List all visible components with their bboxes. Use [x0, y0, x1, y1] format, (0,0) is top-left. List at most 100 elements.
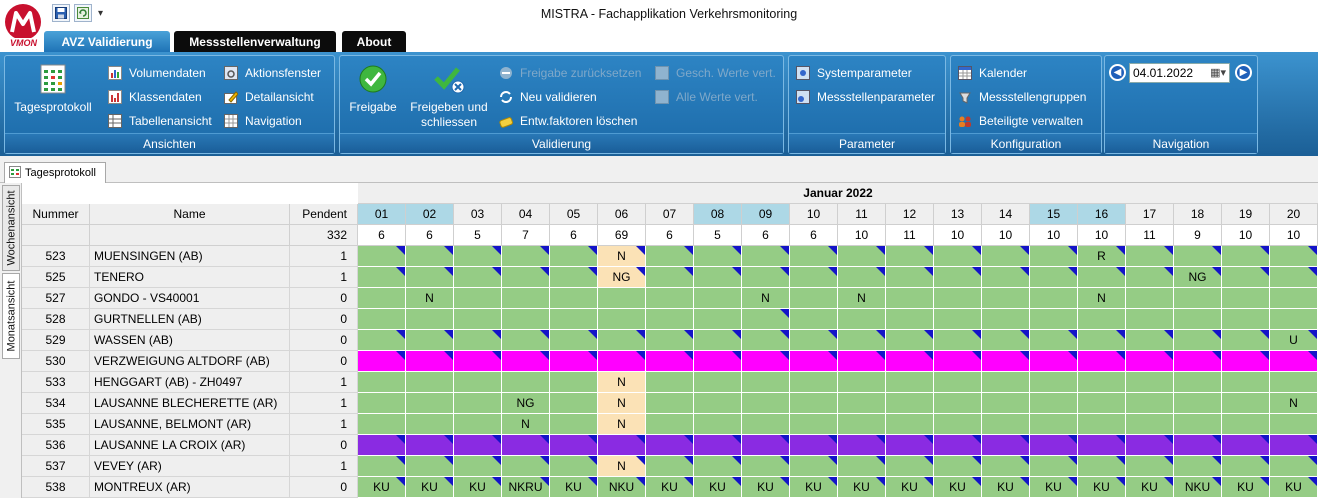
- day-cell[interactable]: [790, 351, 838, 372]
- day-cell[interactable]: [646, 456, 694, 477]
- day-cell[interactable]: [886, 288, 934, 309]
- day-cell[interactable]: [1030, 288, 1078, 309]
- day-cell[interactable]: [694, 372, 742, 393]
- day-cell[interactable]: [598, 351, 646, 372]
- day-cell[interactable]: [934, 288, 982, 309]
- side-tab-monatsansicht[interactable]: Monatsansicht: [2, 273, 20, 359]
- day-cell[interactable]: [934, 393, 982, 414]
- day-cell[interactable]: [790, 330, 838, 351]
- day-cell[interactable]: [598, 330, 646, 351]
- day-cell[interactable]: [502, 372, 550, 393]
- day-cell[interactable]: [1126, 330, 1174, 351]
- day-cell[interactable]: [1078, 351, 1126, 372]
- day-cell[interactable]: [790, 414, 838, 435]
- day-cell[interactable]: [502, 309, 550, 330]
- day-cell[interactable]: [502, 456, 550, 477]
- day-cell[interactable]: [358, 309, 406, 330]
- row-nummer[interactable]: 530: [22, 351, 90, 372]
- day-cell[interactable]: [406, 456, 454, 477]
- day-cell[interactable]: [1222, 372, 1270, 393]
- day-cell[interactable]: [742, 414, 790, 435]
- day-cell[interactable]: [406, 414, 454, 435]
- day-cell[interactable]: [1078, 435, 1126, 456]
- day-header-01[interactable]: 01: [358, 204, 406, 225]
- day-cell[interactable]: [406, 267, 454, 288]
- day-cell[interactable]: N: [1270, 393, 1318, 414]
- alle-werte-vert-button[interactable]: Alle Werte vert.: [654, 89, 758, 105]
- day-cell[interactable]: [934, 267, 982, 288]
- day-cell[interactable]: N: [838, 288, 886, 309]
- day-cell[interactable]: [1078, 267, 1126, 288]
- day-header-02[interactable]: 02: [406, 204, 454, 225]
- day-cell[interactable]: [1126, 351, 1174, 372]
- day-cell[interactable]: [502, 330, 550, 351]
- day-header-20[interactable]: 20: [1270, 204, 1318, 225]
- day-cell[interactable]: [694, 456, 742, 477]
- tab-avz-validierung[interactable]: AVZ Validierung: [44, 31, 170, 52]
- day-cell[interactable]: [1174, 288, 1222, 309]
- day-cell[interactable]: KU: [934, 477, 982, 498]
- tabellenansicht-button[interactable]: Tabellenansicht: [107, 113, 212, 129]
- day-cell[interactable]: [1030, 435, 1078, 456]
- day-cell[interactable]: [982, 435, 1030, 456]
- day-cell[interactable]: [790, 309, 838, 330]
- day-cell[interactable]: [742, 435, 790, 456]
- day-cell[interactable]: [838, 351, 886, 372]
- gesch-werte-vert-button[interactable]: Gesch. Werte vert.: [654, 65, 776, 81]
- save-icon[interactable]: [52, 4, 70, 22]
- row-nummer[interactable]: 523: [22, 246, 90, 267]
- day-cell[interactable]: [502, 246, 550, 267]
- messstellenparameter-button[interactable]: Messstellenparameter: [795, 89, 935, 105]
- day-cell[interactable]: KU: [1030, 477, 1078, 498]
- day-cell[interactable]: [406, 309, 454, 330]
- day-cell[interactable]: [358, 246, 406, 267]
- freigabe-button[interactable]: Freigabe: [346, 64, 400, 115]
- day-cell[interactable]: [454, 393, 502, 414]
- day-cell[interactable]: [1126, 246, 1174, 267]
- row-nummer[interactable]: 525: [22, 267, 90, 288]
- day-cell[interactable]: [1126, 267, 1174, 288]
- day-cell[interactable]: [454, 288, 502, 309]
- day-cell[interactable]: [886, 372, 934, 393]
- day-cell[interactable]: [1222, 267, 1270, 288]
- day-cell[interactable]: [934, 351, 982, 372]
- day-cell[interactable]: [1078, 456, 1126, 477]
- day-cell[interactable]: [550, 393, 598, 414]
- row-nummer[interactable]: 537: [22, 456, 90, 477]
- row-name[interactable]: TENERO: [90, 267, 290, 288]
- day-cell[interactable]: [1222, 393, 1270, 414]
- day-header-14[interactable]: 14: [982, 204, 1030, 225]
- day-cell[interactable]: [646, 372, 694, 393]
- day-cell[interactable]: [694, 288, 742, 309]
- day-cell[interactable]: KU: [982, 477, 1030, 498]
- day-cell[interactable]: KU: [406, 477, 454, 498]
- day-cell[interactable]: [454, 414, 502, 435]
- day-cell[interactable]: [454, 267, 502, 288]
- messstellengruppen-button[interactable]: Messstellengruppen: [957, 89, 1086, 105]
- day-cell[interactable]: N: [598, 414, 646, 435]
- day-cell[interactable]: [1030, 393, 1078, 414]
- day-cell[interactable]: [1222, 309, 1270, 330]
- day-cell[interactable]: [358, 288, 406, 309]
- day-cell[interactable]: [646, 414, 694, 435]
- refresh-icon[interactable]: [74, 4, 92, 22]
- day-cell[interactable]: [502, 351, 550, 372]
- day-cell[interactable]: KU: [1126, 477, 1174, 498]
- day-cell[interactable]: [1078, 393, 1126, 414]
- day-cell[interactable]: [886, 435, 934, 456]
- day-cell[interactable]: [1270, 456, 1318, 477]
- day-cell[interactable]: [694, 351, 742, 372]
- day-cell[interactable]: [358, 456, 406, 477]
- day-cell[interactable]: [358, 351, 406, 372]
- day-cell[interactable]: [790, 288, 838, 309]
- day-cell[interactable]: KU: [646, 477, 694, 498]
- day-cell[interactable]: [694, 393, 742, 414]
- day-cell[interactable]: [502, 435, 550, 456]
- row-nummer[interactable]: 538: [22, 477, 90, 498]
- app-logo[interactable]: VMON: [2, 2, 44, 49]
- navigation-view-button[interactable]: Navigation: [223, 113, 302, 129]
- day-cell[interactable]: [550, 351, 598, 372]
- day-cell[interactable]: [742, 246, 790, 267]
- day-cell[interactable]: [790, 372, 838, 393]
- day-cell[interactable]: [742, 393, 790, 414]
